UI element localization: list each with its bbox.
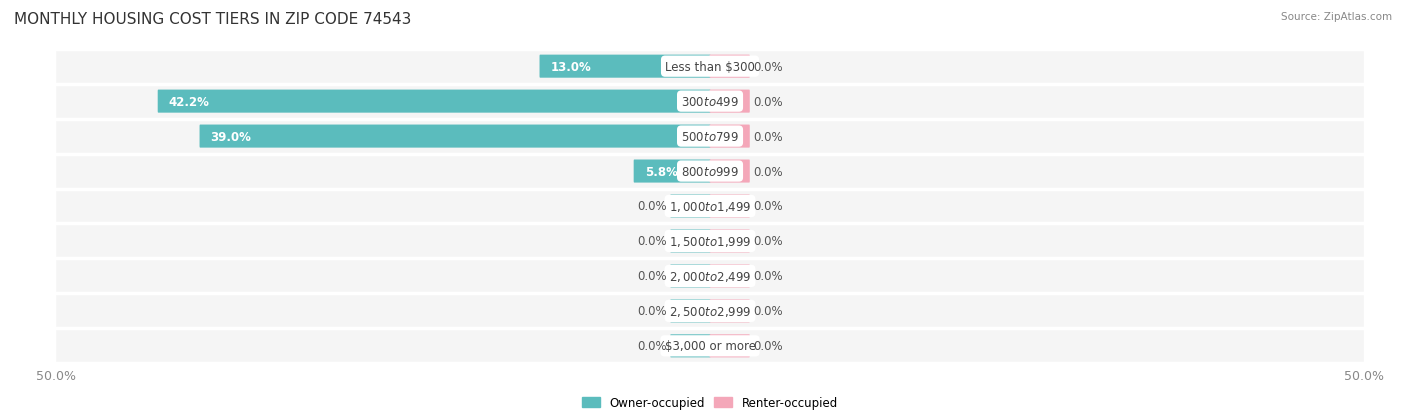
FancyBboxPatch shape	[671, 335, 710, 358]
FancyBboxPatch shape	[671, 195, 710, 218]
Text: 0.0%: 0.0%	[637, 305, 666, 318]
Legend: Owner-occupied, Renter-occupied: Owner-occupied, Renter-occupied	[578, 392, 842, 413]
FancyBboxPatch shape	[710, 335, 749, 358]
Text: 0.0%: 0.0%	[637, 200, 666, 213]
FancyBboxPatch shape	[710, 90, 749, 114]
Text: $300 to $499: $300 to $499	[681, 95, 740, 108]
FancyBboxPatch shape	[671, 230, 710, 253]
FancyBboxPatch shape	[157, 90, 710, 114]
Text: MONTHLY HOUSING COST TIERS IN ZIP CODE 74543: MONTHLY HOUSING COST TIERS IN ZIP CODE 7…	[14, 12, 412, 27]
Text: $500 to $799: $500 to $799	[681, 130, 740, 143]
Text: $3,000 or more: $3,000 or more	[665, 339, 755, 352]
Text: 13.0%: 13.0%	[551, 61, 592, 74]
Text: 42.2%: 42.2%	[169, 95, 209, 108]
FancyBboxPatch shape	[710, 125, 749, 148]
Text: $2,500 to $2,999: $2,500 to $2,999	[669, 304, 751, 318]
FancyBboxPatch shape	[200, 125, 710, 148]
FancyBboxPatch shape	[56, 84, 1364, 119]
Text: $1,000 to $1,499: $1,000 to $1,499	[669, 199, 751, 214]
FancyBboxPatch shape	[710, 299, 749, 323]
Text: 39.0%: 39.0%	[211, 130, 252, 143]
Text: 0.0%: 0.0%	[754, 339, 783, 352]
FancyBboxPatch shape	[56, 189, 1364, 224]
FancyBboxPatch shape	[56, 329, 1364, 363]
Text: 0.0%: 0.0%	[754, 235, 783, 248]
FancyBboxPatch shape	[710, 195, 749, 218]
Text: Source: ZipAtlas.com: Source: ZipAtlas.com	[1281, 12, 1392, 22]
FancyBboxPatch shape	[671, 299, 710, 323]
Text: 0.0%: 0.0%	[637, 339, 666, 352]
Text: Less than $300: Less than $300	[665, 61, 755, 74]
Text: 0.0%: 0.0%	[754, 270, 783, 283]
Text: 0.0%: 0.0%	[754, 130, 783, 143]
FancyBboxPatch shape	[671, 265, 710, 288]
FancyBboxPatch shape	[56, 50, 1364, 84]
FancyBboxPatch shape	[56, 154, 1364, 189]
Text: 0.0%: 0.0%	[637, 235, 666, 248]
Text: $2,000 to $2,499: $2,000 to $2,499	[669, 269, 751, 283]
FancyBboxPatch shape	[56, 259, 1364, 294]
Text: 0.0%: 0.0%	[754, 200, 783, 213]
Text: 0.0%: 0.0%	[754, 305, 783, 318]
FancyBboxPatch shape	[710, 230, 749, 253]
FancyBboxPatch shape	[540, 55, 710, 78]
FancyBboxPatch shape	[710, 265, 749, 288]
Text: 0.0%: 0.0%	[754, 165, 783, 178]
Text: 5.8%: 5.8%	[644, 165, 678, 178]
FancyBboxPatch shape	[634, 160, 710, 183]
Text: 0.0%: 0.0%	[637, 270, 666, 283]
FancyBboxPatch shape	[710, 55, 749, 78]
Text: 0.0%: 0.0%	[754, 95, 783, 108]
Text: $1,500 to $1,999: $1,500 to $1,999	[669, 235, 751, 248]
Text: $800 to $999: $800 to $999	[681, 165, 740, 178]
FancyBboxPatch shape	[56, 119, 1364, 154]
FancyBboxPatch shape	[710, 160, 749, 183]
Text: 0.0%: 0.0%	[754, 61, 783, 74]
FancyBboxPatch shape	[56, 224, 1364, 259]
FancyBboxPatch shape	[56, 294, 1364, 329]
